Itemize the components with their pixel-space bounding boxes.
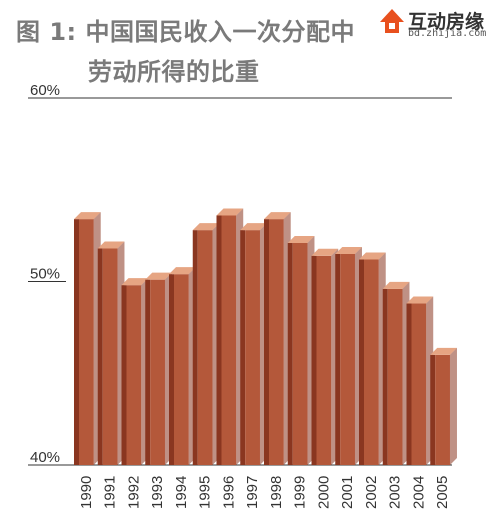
bar-2004 [406, 296, 434, 465]
y-axis: 60% 50% 40% [30, 82, 60, 466]
x-tick-label: 1998 [268, 476, 285, 509]
x-tick-label: 1992 [125, 476, 142, 509]
bar-1997 [240, 223, 267, 465]
bar-1995 [192, 223, 220, 465]
logo-domain: bd.zhijia.com [408, 28, 487, 39]
y-tick-label: 50% [30, 266, 60, 283]
logo-name: 互动房缘 [408, 11, 485, 33]
y-tick-label: 40% [30, 449, 60, 466]
bar-1996 [216, 208, 244, 465]
bar-2001 [335, 246, 362, 465]
x-tick-label: 2000 [315, 476, 332, 509]
bar-2000 [311, 248, 339, 465]
x-tick-label: 2001 [339, 476, 356, 509]
x-tick-label: 1995 [197, 476, 214, 509]
chart-title-line1: 图 1: 中国国民收入一次分配中 [16, 18, 356, 46]
bar-1992 [121, 278, 149, 465]
x-tick-label: 2004 [410, 476, 427, 509]
x-tick-label: 2003 [387, 476, 404, 509]
house-logo-icon [380, 9, 404, 33]
bars-group [74, 208, 457, 465]
bar-1993 [145, 272, 172, 465]
chart-title-line2: 劳动所得的比重 [88, 58, 260, 86]
bar-2002 [359, 252, 386, 465]
x-axis: 1990 1991 1992 1993 1994 1995 1996 1997 1998 1999… [78, 476, 451, 509]
x-tick-label: 1990 [78, 476, 95, 509]
bar-2003 [382, 281, 410, 465]
y-tick-label: 60% [30, 82, 60, 99]
x-tick-label: 2002 [363, 476, 380, 509]
bar-1990 [74, 212, 101, 465]
bar-1998 [264, 212, 291, 465]
house-logo[interactable]: 互动房缘 bd.zhijia.com [378, 4, 496, 40]
x-tick-label: 1999 [292, 476, 309, 509]
x-tick-label: 1991 [102, 476, 119, 509]
bar-1999 [287, 235, 315, 465]
x-tick-label: 2005 [434, 476, 451, 509]
x-tick-label: 1994 [173, 476, 190, 509]
bar-1991 [97, 241, 125, 465]
x-tick-label: 1996 [220, 476, 237, 509]
x-tick-label: 1997 [244, 476, 261, 509]
bar-2005 [430, 347, 457, 465]
bar-1994 [169, 267, 196, 465]
x-tick-label: 1993 [149, 476, 166, 509]
